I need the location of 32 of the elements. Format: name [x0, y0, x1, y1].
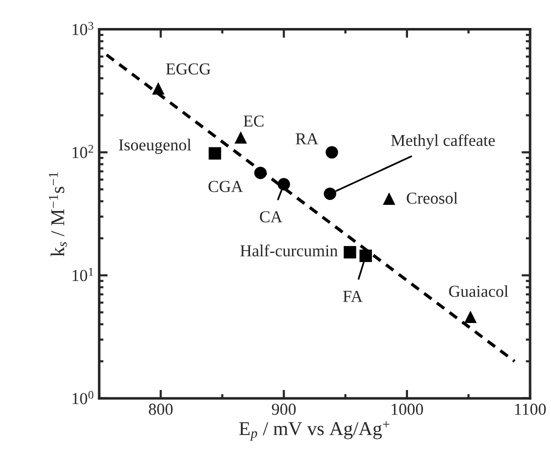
x-tick-label: 900: [272, 404, 296, 415]
x-tick-label: 800: [148, 404, 173, 415]
point: [234, 131, 247, 144]
point: [208, 147, 222, 160]
annotation: RA: [296, 133, 318, 144]
annotation: Creosol: [406, 192, 458, 204]
point: [382, 192, 396, 205]
annotation: Isoeugenol: [118, 138, 192, 154]
point: [324, 188, 336, 200]
point: [254, 166, 267, 180]
x-tick-label: 1100: [515, 404, 546, 415]
point: [464, 310, 477, 324]
point: [152, 82, 164, 95]
point: [344, 246, 356, 258]
x-axis-title: E$_{p}$ / mV vs Ag/Ag$^{+}$: [239, 421, 390, 441]
annotation: Methyl caffeate: [391, 134, 495, 150]
annotation: Half-curcumin: [240, 244, 338, 256]
y-tick-label: 10$^{3}$: [72, 22, 94, 36]
annotation: Guaiacol: [449, 285, 508, 297]
y-tick-label: 10$^{0}$: [72, 390, 94, 404]
annotation: CA: [260, 211, 282, 222]
y-axis-title: k$_{s}$ / M$^{−1}$s$^{−1}$: [48, 172, 67, 256]
annotation: FA: [343, 290, 363, 302]
y-tick-label: 10$^{1}$: [72, 268, 94, 282]
x-tick-label: 1000: [392, 404, 423, 415]
point: [326, 146, 338, 159]
point: [360, 250, 372, 262]
annotation: CGA: [208, 180, 243, 192]
point: [278, 178, 290, 190]
annotation: EGCG: [166, 63, 210, 75]
annotation: EC: [244, 115, 264, 127]
y-tick-label: 10$^{2}$: [72, 144, 94, 158]
